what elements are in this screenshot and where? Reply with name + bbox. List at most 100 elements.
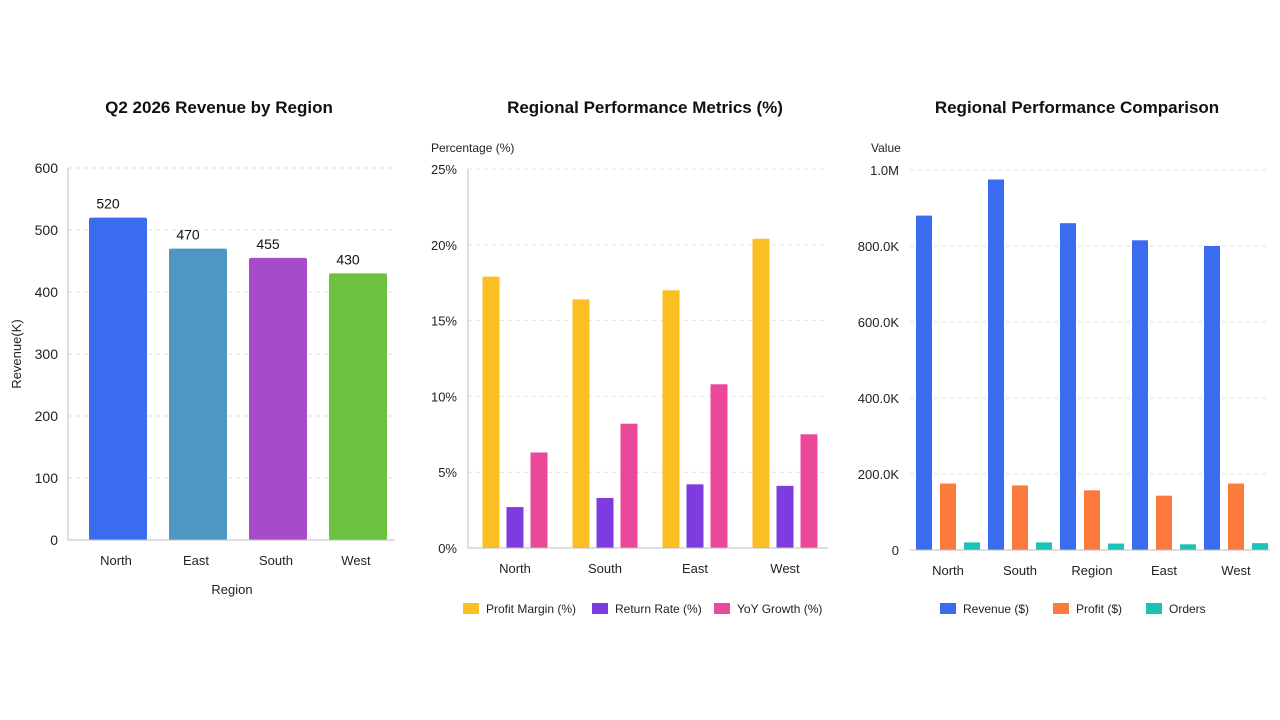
chart1-data-labels: 520 470 455 430 xyxy=(96,196,360,268)
chart3-bar-region-revenue xyxy=(1060,223,1076,550)
chart3-bar-north-profit xyxy=(940,483,956,550)
chart1-y-tick-label: 200 xyxy=(35,408,59,424)
chart2-x-tick-label: North xyxy=(499,561,531,576)
chart3-y-tick-label: 1.0M xyxy=(870,163,899,178)
chart1-y-tick-label: 400 xyxy=(35,284,59,300)
chart1-x-tick-label: South xyxy=(259,553,293,568)
chart2-y-tick-label: 5% xyxy=(438,465,457,480)
chart3-bar-region-profit xyxy=(1084,490,1100,550)
chart3-legend-label: Profit ($) xyxy=(1076,602,1122,616)
chart1-data-label: 430 xyxy=(336,251,360,267)
chart2-y-axis-label: Percentage (%) xyxy=(431,141,514,155)
chart1-y-tick-label: 600 xyxy=(35,160,59,176)
chart2-x-ticks: North South East West xyxy=(499,561,800,576)
chart3-bar-north-revenue xyxy=(916,215,932,550)
chart2-bar-east-yoy-growth xyxy=(710,384,728,548)
chart1-y-ticks: 0 100 200 300 400 500 600 xyxy=(35,160,59,548)
chart3-title: Regional Performance Comparison xyxy=(935,98,1219,117)
chart2-bar-south-yoy-growth xyxy=(620,423,638,548)
chart2-bar-east-return-rate xyxy=(686,484,704,548)
chart3-legend-swatch xyxy=(1146,603,1162,614)
chart2-y-tick-label: 0% xyxy=(438,541,457,556)
chart3-bar-south-revenue xyxy=(988,179,1004,550)
chart2-bar-west-yoy-growth xyxy=(800,434,818,548)
chart3-y-ticks: 0 200.0K 400.0K 600.0K 800.0K 1.0M xyxy=(858,163,900,558)
chart2-bar-north-return-rate xyxy=(506,507,524,548)
chart1-title: Q2 2026 Revenue by Region xyxy=(105,98,333,117)
chart3-y-tick-label: 200.0K xyxy=(858,467,900,482)
chart2-y-tick-label: 10% xyxy=(431,389,457,404)
chart2-legend-swatch xyxy=(463,603,479,614)
chart2-y-ticks: 0% 5% 10% 15% 20% 25% xyxy=(431,162,457,556)
chart1-y-tick-label: 0 xyxy=(50,532,58,548)
chart-revenue-by-region: Q2 2026 Revenue by Region 0 100 200 300 400 5… xyxy=(9,98,395,597)
chart3-bar-east-revenue xyxy=(1132,240,1148,551)
chart3-x-tick-label: South xyxy=(1003,563,1037,578)
chart2-legend-swatch xyxy=(714,603,730,614)
chart2-x-tick-label: South xyxy=(588,561,622,576)
chart1-bars xyxy=(89,217,387,540)
chart1-x-tick-label: East xyxy=(183,553,209,568)
chart2-bar-east-profit-margin xyxy=(662,290,680,548)
chart3-legend: Revenue ($) Profit ($) Orders xyxy=(940,602,1206,616)
chart2-y-tick-label: 25% xyxy=(431,162,457,177)
chart3-x-tick-label: Region xyxy=(1071,563,1112,578)
chart3-bar-south-profit xyxy=(1012,485,1028,550)
chart2-bar-west-profit-margin xyxy=(752,238,770,548)
chart3-bar-west-revenue xyxy=(1204,246,1220,550)
chart1-bar-west xyxy=(329,273,387,540)
chart3-bar-east-orders xyxy=(1180,544,1196,550)
chart1-y-tick-label: 100 xyxy=(35,470,59,486)
chart3-bar-south-orders xyxy=(1036,542,1052,550)
chart2-legend-label: YoY Growth (%) xyxy=(737,602,822,616)
chart1-data-label: 520 xyxy=(96,196,120,212)
chart3-bar-west-orders xyxy=(1252,543,1268,550)
chart2-title: Regional Performance Metrics (%) xyxy=(507,98,783,117)
chart3-x-ticks: North South Region East West xyxy=(932,563,1251,578)
chart3-legend-label: Orders xyxy=(1169,602,1206,616)
chart3-legend-swatch xyxy=(940,603,956,614)
chart2-y-tick-label: 20% xyxy=(431,238,457,253)
chart2-legend-swatch xyxy=(592,603,608,614)
chart1-x-ticks: North East South West xyxy=(100,553,371,568)
chart3-bar-north-orders xyxy=(964,542,980,550)
chart2-x-tick-label: East xyxy=(682,561,708,576)
chart-performance-comparison: Regional Performance Comparison Value 0 2… xyxy=(858,98,1270,616)
chart1-y-tick-label: 500 xyxy=(35,222,59,238)
chart1-y-tick-label: 300 xyxy=(35,346,59,362)
chart2-legend: Profit Margin (%) Return Rate (%) YoY Grow… xyxy=(463,602,822,616)
chart3-x-tick-label: East xyxy=(1151,563,1177,578)
chart3-x-tick-label: North xyxy=(932,563,964,578)
chart1-data-label: 470 xyxy=(176,227,200,243)
chart3-bar-west-profit xyxy=(1228,483,1244,550)
chart3-x-tick-label: West xyxy=(1221,563,1251,578)
chart3-bar-region-orders xyxy=(1108,543,1124,550)
chart2-y-tick-label: 15% xyxy=(431,314,457,329)
chart2-bar-south-return-rate xyxy=(596,497,614,548)
chart2-legend-label: Profit Margin (%) xyxy=(486,602,576,616)
chart1-bar-east xyxy=(169,248,227,540)
chart2-bar-north-profit-margin xyxy=(482,276,500,548)
chart2-bars xyxy=(482,238,818,548)
chart2-legend-label: Return Rate (%) xyxy=(615,602,702,616)
chart2-gridlines xyxy=(468,168,828,473)
chart3-y-tick-label: 800.0K xyxy=(858,239,900,254)
chart1-bar-north xyxy=(89,217,147,540)
chart2-bar-west-return-rate xyxy=(776,485,794,548)
chart1-x-tick-label: North xyxy=(100,553,132,568)
chart1-bar-south xyxy=(249,257,307,540)
chart2-bar-north-yoy-growth xyxy=(530,452,548,548)
chart2-x-tick-label: West xyxy=(770,561,800,576)
chart3-y-tick-label: 400.0K xyxy=(858,391,900,406)
chart-performance-metrics: Regional Performance Metrics (%) Percent… xyxy=(431,98,828,616)
chart2-bar-south-profit-margin xyxy=(572,299,590,548)
chart1-y-axis-label: Revenue(K) xyxy=(9,319,24,388)
chart1-x-tick-label: West xyxy=(341,553,371,568)
chart3-legend-swatch xyxy=(1053,603,1069,614)
chart3-y-axis-label: Value xyxy=(871,141,901,155)
chart3-bars xyxy=(916,179,1268,551)
chart3-y-tick-label: 0 xyxy=(892,543,899,558)
chart3-y-tick-label: 600.0K xyxy=(858,315,900,330)
chart3-legend-label: Revenue ($) xyxy=(963,602,1029,616)
